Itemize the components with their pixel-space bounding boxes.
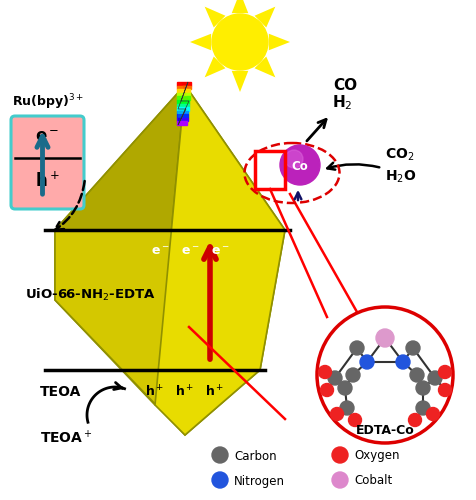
Text: CO: CO <box>333 78 357 92</box>
Circle shape <box>212 14 268 70</box>
Bar <box>177 100 189 103</box>
Circle shape <box>416 381 430 395</box>
Text: H$_2$: H$_2$ <box>332 94 352 112</box>
Polygon shape <box>178 110 185 114</box>
Circle shape <box>438 366 452 378</box>
Polygon shape <box>269 34 290 50</box>
Circle shape <box>340 401 354 415</box>
Circle shape <box>406 341 420 355</box>
Circle shape <box>438 384 452 396</box>
Circle shape <box>330 408 344 420</box>
Text: e$^-$: e$^-$ <box>181 245 199 258</box>
Bar <box>177 104 189 107</box>
Text: Ru(bpy)$^{3+}$: Ru(bpy)$^{3+}$ <box>11 92 83 112</box>
Bar <box>177 110 188 114</box>
Polygon shape <box>181 100 188 107</box>
Text: Co: Co <box>292 160 308 172</box>
Circle shape <box>285 150 303 168</box>
Circle shape <box>212 447 228 463</box>
Circle shape <box>212 472 228 488</box>
Text: e$^-$: e$^-$ <box>211 245 229 258</box>
Polygon shape <box>55 85 285 230</box>
Circle shape <box>376 329 394 347</box>
Text: TEOA$^+$: TEOA$^+$ <box>40 430 92 446</box>
Circle shape <box>426 408 439 420</box>
Polygon shape <box>179 94 185 100</box>
Circle shape <box>338 381 352 395</box>
Bar <box>177 107 188 110</box>
Bar <box>177 114 188 118</box>
Polygon shape <box>255 6 275 28</box>
Text: Oxygen: Oxygen <box>354 450 399 462</box>
Polygon shape <box>232 0 248 13</box>
Polygon shape <box>255 56 275 78</box>
Circle shape <box>346 368 360 382</box>
Circle shape <box>280 145 320 185</box>
Text: h$^+$: h$^+$ <box>146 384 165 400</box>
Circle shape <box>350 341 364 355</box>
Circle shape <box>416 401 430 415</box>
Polygon shape <box>205 6 226 28</box>
Polygon shape <box>181 82 188 86</box>
Circle shape <box>320 384 334 396</box>
Bar <box>177 82 191 86</box>
Circle shape <box>348 414 361 426</box>
Text: EDTA-Co: EDTA-Co <box>356 424 415 438</box>
Text: Nitrogen: Nitrogen <box>234 474 285 488</box>
Polygon shape <box>178 114 186 121</box>
Polygon shape <box>183 82 188 88</box>
FancyBboxPatch shape <box>11 116 84 209</box>
Text: e$^-$: e$^-$ <box>151 245 169 258</box>
Polygon shape <box>178 118 181 122</box>
Polygon shape <box>181 88 187 94</box>
Polygon shape <box>184 89 186 93</box>
Polygon shape <box>182 86 187 89</box>
Text: h$^+$: h$^+$ <box>176 384 195 400</box>
Polygon shape <box>179 107 187 114</box>
Text: TEOA: TEOA <box>40 385 81 399</box>
Bar <box>177 93 190 96</box>
Circle shape <box>332 472 348 488</box>
Circle shape <box>317 307 453 443</box>
Circle shape <box>360 355 374 369</box>
Bar <box>177 89 190 93</box>
Text: Carbon: Carbon <box>234 450 277 462</box>
Polygon shape <box>55 85 185 405</box>
Bar <box>177 122 188 125</box>
Circle shape <box>396 355 410 369</box>
Circle shape <box>410 368 424 382</box>
Circle shape <box>428 371 442 385</box>
Polygon shape <box>205 56 226 78</box>
Bar <box>255 151 285 189</box>
Text: UiO-66-NH$_2$-EDTA: UiO-66-NH$_2$-EDTA <box>25 287 155 303</box>
Circle shape <box>318 366 331 378</box>
Polygon shape <box>183 93 187 96</box>
Text: h$^+$: h$^+$ <box>206 384 225 400</box>
Polygon shape <box>232 71 248 92</box>
Polygon shape <box>181 96 188 100</box>
Text: Cobalt: Cobalt <box>354 474 392 488</box>
Circle shape <box>328 371 342 385</box>
Polygon shape <box>190 34 211 50</box>
Text: CO$_2$: CO$_2$ <box>385 147 414 163</box>
Polygon shape <box>178 114 183 118</box>
Polygon shape <box>178 122 180 125</box>
Bar <box>177 118 188 122</box>
Text: e$^-$: e$^-$ <box>35 128 60 146</box>
Polygon shape <box>55 230 285 435</box>
Circle shape <box>332 447 348 463</box>
Circle shape <box>408 414 422 426</box>
Text: H$_2$O: H$_2$O <box>385 169 416 185</box>
Bar <box>177 86 191 89</box>
Polygon shape <box>155 85 285 435</box>
Text: h$^+$: h$^+$ <box>35 172 60 191</box>
Bar <box>177 96 189 100</box>
